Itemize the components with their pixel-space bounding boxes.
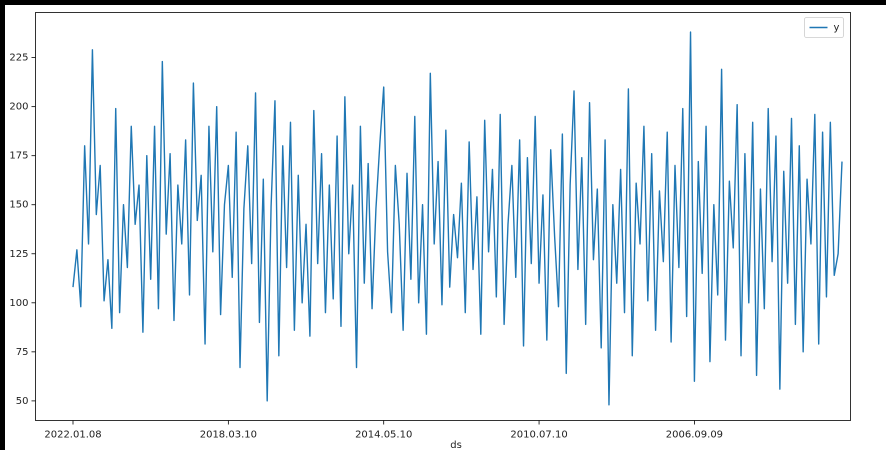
y-tick-label: 175	[9, 151, 28, 162]
x-tick-label: 2018.03.10	[200, 430, 257, 441]
data-line	[72, 31, 843, 406]
legend-label: y	[834, 23, 840, 34]
x-tick-label: 2006.09.09	[666, 430, 723, 441]
y-tick-label: 150	[9, 200, 28, 211]
x-tick-label: 2010.07.10	[510, 430, 567, 441]
x-tick-label: 2022.01.08	[44, 430, 101, 441]
y-tick-label: 50	[16, 396, 29, 407]
y-tick-label: 200	[9, 102, 28, 113]
y-tick-label: 100	[9, 298, 28, 309]
y-tick-label: 75	[16, 347, 29, 358]
y-tick-label: 225	[9, 53, 28, 64]
x-tick-label: 2014.05.10	[355, 430, 412, 441]
y-tick-label: 125	[9, 249, 28, 260]
x-axis-label: ds	[450, 440, 462, 450]
